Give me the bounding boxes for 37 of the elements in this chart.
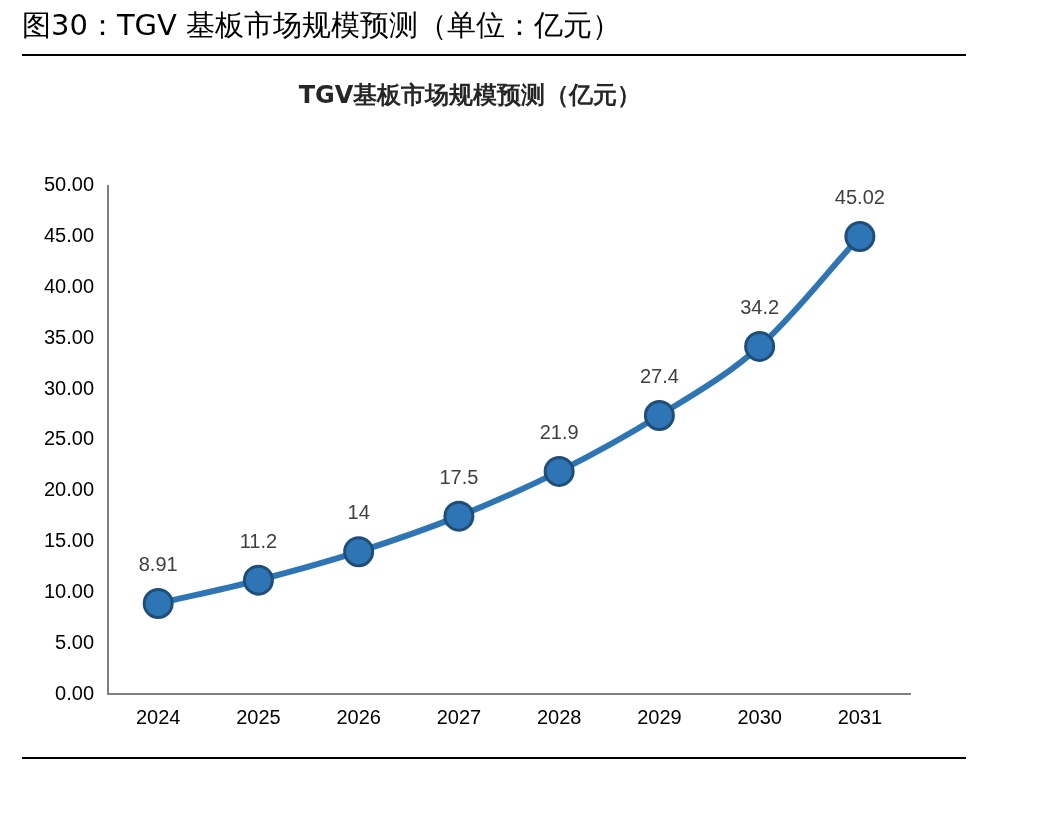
point bbox=[343, 536, 375, 568]
chart-subtitle: TGV基板市场规模预测（亿元） bbox=[298, 80, 642, 109]
x-tick-label: 2026 bbox=[336, 705, 381, 728]
y-tick-label: 10.00 bbox=[43, 579, 95, 602]
x-tick-label: 2025 bbox=[236, 705, 281, 728]
point bbox=[242, 564, 274, 596]
data-label: 11.2 bbox=[239, 529, 278, 552]
y-tick-label: 20.00 bbox=[43, 478, 95, 501]
x-tick-label: 2030 bbox=[737, 705, 782, 728]
y-tick-label: 45.00 bbox=[43, 224, 95, 247]
y-tick-label: 40.00 bbox=[43, 274, 95, 297]
y-tick-label: 15.00 bbox=[43, 529, 95, 552]
y-tick-label: 0.00 bbox=[55, 681, 95, 704]
data-label: 21.9 bbox=[539, 420, 579, 443]
point bbox=[844, 220, 876, 252]
point bbox=[142, 587, 174, 619]
x-tick-label: 2028 bbox=[536, 705, 582, 728]
y-tick-label: 30.00 bbox=[43, 376, 95, 399]
x-tick-label: 2029 bbox=[637, 705, 682, 728]
x-tick-label: 2027 bbox=[436, 705, 482, 728]
y-tick-label: 5.00 bbox=[55, 630, 95, 653]
data-label: 8.91 bbox=[138, 552, 178, 575]
point bbox=[443, 500, 475, 532]
point bbox=[543, 455, 575, 487]
x-tick-label: 2024 bbox=[135, 705, 181, 728]
y-tick-label: 50.00 bbox=[43, 173, 95, 196]
point bbox=[643, 400, 675, 432]
chart-title: 图30：TGV 基板市场规模预测（单位：亿元） bbox=[22, 7, 622, 44]
x-tick-label: 2031 bbox=[837, 705, 883, 728]
data-label: 34.2 bbox=[740, 295, 780, 318]
data-label: 27.4 bbox=[639, 365, 679, 388]
data-label: 17.5 bbox=[439, 465, 479, 488]
data-label: 45.02 bbox=[834, 185, 885, 208]
y-tick-label: 25.00 bbox=[43, 427, 95, 450]
y-tick-label: 35.00 bbox=[43, 325, 95, 348]
point bbox=[744, 330, 776, 362]
data-label: 14 bbox=[347, 501, 370, 524]
